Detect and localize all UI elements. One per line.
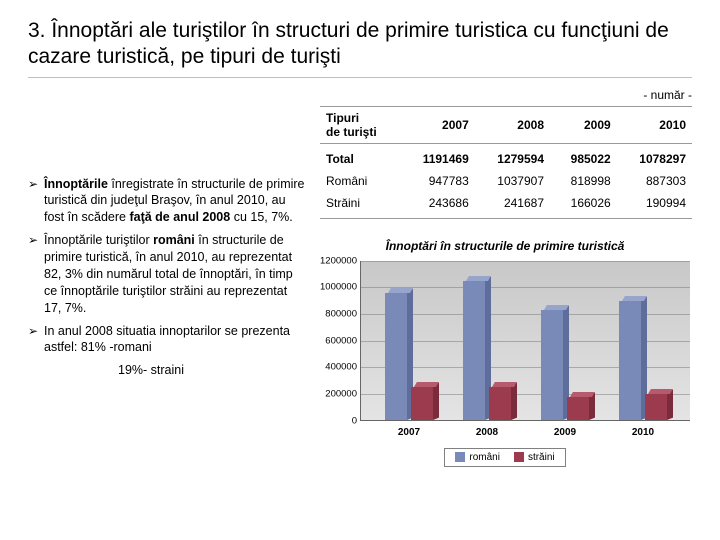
x-axis-label: 2009: [535, 427, 595, 438]
bar-straini: [645, 394, 667, 419]
cell-value: 1191469: [400, 143, 474, 170]
content-row: ➢Înnoptările înregistrate în structurile…: [28, 106, 692, 479]
row-label: Străini: [320, 192, 400, 219]
table-header-year: 2007: [400, 106, 474, 143]
y-axis-label: 1200000: [317, 255, 357, 266]
table-row: Total119146912795949850221078297: [320, 143, 692, 170]
cell-value: 1037907: [475, 170, 550, 192]
y-axis-label: 600000: [317, 335, 357, 346]
cell-value: 985022: [550, 143, 617, 170]
table-row: Străini243686241687166026190994: [320, 192, 692, 219]
bar-straini: [489, 387, 511, 419]
chart-legend: români străini: [320, 447, 690, 467]
page-title: 3. Înnoptări ale turiştilor în structuri…: [28, 18, 692, 78]
table-row: Români9477831037907818998887303: [320, 170, 692, 192]
row-label: Total: [320, 143, 400, 170]
y-axis-label: 800000: [317, 308, 357, 319]
bullet-indent: 19%- straini: [28, 362, 308, 379]
bar-romani: [463, 281, 485, 419]
legend-item-romani: români: [455, 452, 500, 463]
cell-value: 166026: [550, 192, 617, 219]
bullet-item: ➢Înnoptările înregistrate în structurile…: [28, 176, 308, 227]
data-table: Tipuride turişti2007200820092010 Total11…: [320, 106, 692, 219]
legend-label-straini: străini: [528, 452, 555, 463]
table-header-year: 2010: [617, 106, 692, 143]
right-column: Tipuride turişti2007200820092010 Total11…: [320, 106, 692, 479]
x-axis-label: 2010: [613, 427, 673, 438]
cell-value: 947783: [400, 170, 474, 192]
y-axis-label: 200000: [317, 388, 357, 399]
cell-value: 818998: [550, 170, 617, 192]
legend-item-straini: străini: [514, 452, 555, 463]
table-header-label: Tipuride turişti: [320, 106, 400, 143]
table-header-year: 2008: [475, 106, 550, 143]
bar-romani: [541, 310, 563, 419]
swatch-straini: [514, 452, 524, 462]
cell-value: 241687: [475, 192, 550, 219]
bullet-item: ➢In anul 2008 situatia innoptarilor se p…: [28, 323, 308, 357]
row-label: Români: [320, 170, 400, 192]
bullet-item: ➢Înnoptările turiştilor români în struct…: [28, 232, 308, 316]
chart-title: Înnoptări în structurile de primire turi…: [320, 239, 690, 253]
y-axis-label: 0: [317, 415, 357, 426]
cell-value: 887303: [617, 170, 692, 192]
chart-plot: 0200000400000600000800000100000012000002…: [360, 261, 690, 421]
chart-container: Înnoptări în structurile de primire turi…: [320, 239, 690, 479]
bar-straini: [411, 387, 433, 419]
bar-romani: [385, 293, 407, 419]
x-axis-label: 2008: [457, 427, 517, 438]
cell-value: 190994: [617, 192, 692, 219]
unit-note: - număr -: [28, 88, 692, 102]
y-axis-label: 400000: [317, 362, 357, 373]
cell-value: 243686: [400, 192, 474, 219]
swatch-romani: [455, 452, 465, 462]
cell-value: 1078297: [617, 143, 692, 170]
bar-straini: [567, 397, 589, 419]
legend-label-romani: români: [469, 452, 500, 463]
bar-romani: [619, 301, 641, 419]
bullet-list: ➢Înnoptările înregistrate în structurile…: [28, 106, 308, 479]
cell-value: 1279594: [475, 143, 550, 170]
x-axis-label: 2007: [379, 427, 439, 438]
table-header-year: 2009: [550, 106, 617, 143]
y-axis-label: 1000000: [317, 282, 357, 293]
